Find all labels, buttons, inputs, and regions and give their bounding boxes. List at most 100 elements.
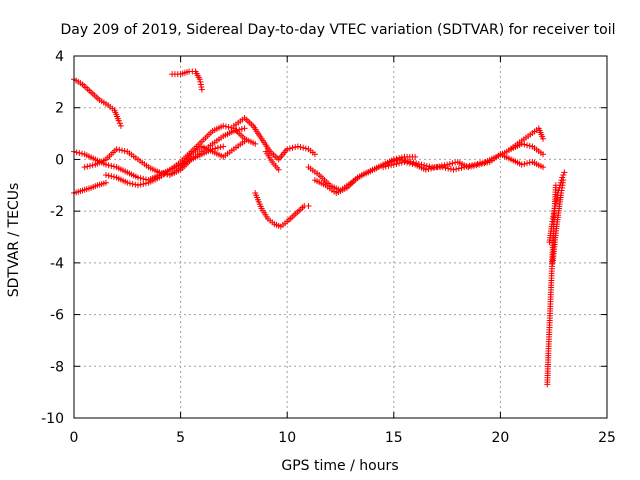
data-point — [518, 161, 525, 168]
data-point — [449, 160, 456, 167]
plot-frame — [73, 55, 608, 419]
data-point — [116, 120, 123, 127]
data-point — [442, 164, 449, 171]
data-point — [300, 144, 307, 151]
series-arc-8 — [230, 115, 318, 163]
data-point — [524, 142, 531, 149]
data-point — [465, 164, 472, 171]
series-arc-17 — [549, 177, 567, 266]
data-point — [458, 164, 465, 171]
data-point — [397, 156, 404, 163]
data-point — [445, 165, 452, 172]
data-point — [540, 151, 547, 158]
x-tick-label: 25 — [598, 430, 616, 446]
data-point — [294, 143, 301, 150]
data-point — [86, 162, 93, 169]
data-point — [550, 210, 557, 217]
x-tick-label: 10 — [278, 430, 296, 446]
data-point — [252, 140, 259, 147]
data-point — [560, 177, 567, 184]
data-point — [137, 181, 144, 188]
y-axis-label: SDTVAR / TECUs — [6, 183, 22, 298]
data-point — [76, 149, 83, 156]
data-point — [158, 170, 165, 177]
data-point — [559, 174, 566, 181]
data-point — [121, 148, 128, 155]
data-point — [214, 144, 221, 151]
data-point — [484, 159, 491, 166]
data-point — [108, 162, 115, 169]
data-point — [220, 143, 227, 150]
data-point — [382, 163, 389, 170]
data-point — [286, 145, 293, 152]
data-point — [518, 140, 525, 147]
data-point — [292, 144, 299, 151]
y-tick-label: -6 — [50, 308, 64, 324]
data-point — [81, 164, 88, 171]
data-point — [305, 202, 312, 209]
chart-title: Day 209 of 2019, Sidereal Day-to-day VTE… — [60, 22, 615, 38]
data-point — [113, 146, 120, 153]
data-point — [453, 166, 460, 173]
data-point — [540, 135, 547, 142]
x-axis-label: GPS time / hours — [281, 458, 398, 474]
data-point — [164, 171, 171, 178]
data-point — [217, 144, 224, 151]
data-point — [380, 164, 387, 171]
data-point — [89, 162, 96, 169]
data-point — [478, 160, 485, 167]
grid — [74, 56, 607, 418]
data-point — [476, 161, 483, 168]
data-point — [473, 162, 480, 169]
data-point — [446, 160, 453, 167]
data-point — [441, 162, 448, 169]
data-point — [481, 160, 488, 167]
data-point — [521, 141, 528, 148]
data-point — [156, 169, 163, 176]
data-point — [275, 166, 282, 173]
data-point — [284, 146, 291, 153]
data-point — [406, 160, 413, 167]
data-point — [118, 147, 125, 154]
data-point — [428, 165, 435, 172]
data-point — [389, 158, 396, 165]
data-point — [115, 117, 122, 124]
data-point — [102, 179, 109, 186]
data-point — [390, 161, 397, 168]
data-point — [560, 171, 567, 178]
data-point — [117, 122, 124, 129]
data-point — [126, 180, 133, 187]
data-point — [198, 84, 205, 91]
x-tick-label: 5 — [176, 430, 185, 446]
data-point — [470, 162, 477, 169]
data-point — [108, 173, 115, 180]
x-tick-label: 15 — [385, 430, 403, 446]
data-point — [526, 142, 533, 149]
data-point — [388, 162, 395, 169]
data-point — [430, 164, 437, 171]
data-point — [289, 144, 296, 151]
data-point — [116, 146, 123, 153]
data-point — [241, 138, 248, 145]
data-point — [438, 162, 445, 169]
data-point — [225, 124, 232, 131]
data-point — [552, 200, 559, 207]
data-point — [297, 144, 304, 151]
y-tick-label: 0 — [55, 152, 64, 168]
data-point — [84, 163, 91, 170]
data-point — [102, 171, 109, 178]
data-point — [401, 159, 408, 166]
data-point — [137, 175, 144, 182]
y-tick-label: -10 — [41, 411, 64, 427]
series-arc-9 — [252, 190, 312, 230]
data-point — [140, 180, 147, 187]
data-point — [198, 86, 205, 93]
data-point — [398, 159, 405, 166]
data-point — [396, 160, 403, 167]
data-point — [422, 166, 429, 173]
series-arc-16 — [546, 169, 568, 246]
series-arc-1 — [71, 76, 124, 129]
data-point — [393, 160, 400, 167]
